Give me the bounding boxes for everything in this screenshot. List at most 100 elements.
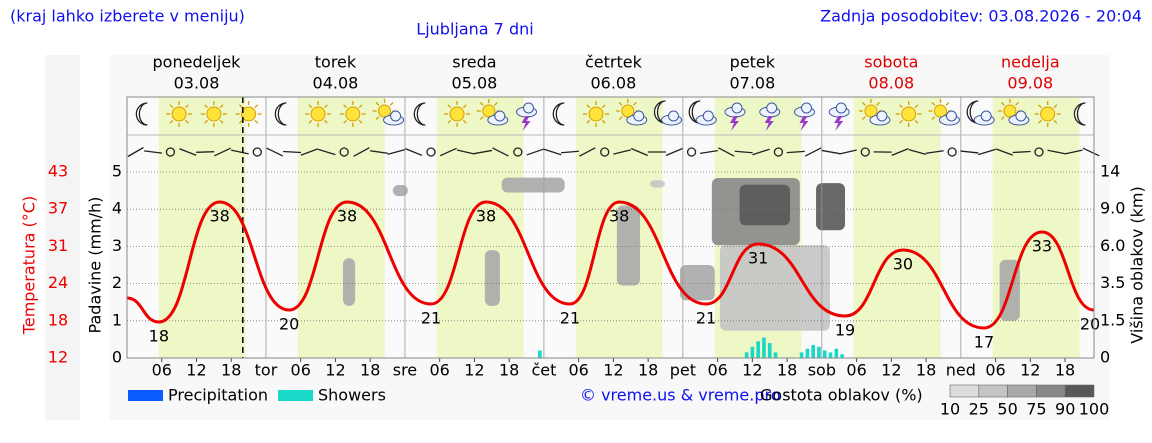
bar	[538, 350, 542, 358]
sun-ray	[1038, 119, 1042, 124]
y2-tick-label: 14	[1100, 162, 1120, 181]
moon	[274, 102, 287, 126]
sun-ray	[169, 119, 174, 124]
cloud	[392, 185, 408, 197]
x-tick-label: 12	[881, 361, 901, 380]
sun	[206, 106, 222, 122]
day-tick-label: ned	[946, 361, 976, 380]
cloud	[484, 250, 500, 306]
cloud	[501, 177, 565, 193]
day-date: 07.08	[729, 74, 775, 93]
daylight	[158, 97, 246, 358]
temp-axis-label: Temperatura (°C)	[20, 196, 39, 335]
cloud	[649, 180, 665, 188]
chart-title: Ljubljana 7 dni	[416, 20, 533, 39]
sun-ray	[343, 119, 347, 124]
wind-barb	[560, 150, 579, 154]
weather-icon	[305, 101, 332, 127]
wind-barb	[387, 149, 406, 155]
sun	[345, 106, 361, 122]
sun-ray	[462, 104, 467, 109]
cloud-icon	[390, 110, 402, 122]
cloud-legend-label: 50	[997, 400, 1017, 419]
wind-barb	[579, 147, 596, 157]
y-tick-label: 4	[112, 199, 122, 218]
cloud-legend-title: Gostota oblakov (%)	[760, 386, 923, 405]
y-tick-label: 1	[112, 310, 122, 329]
sun-ray	[219, 119, 224, 124]
y2-tick-label: 3.5	[1100, 273, 1125, 292]
day-name: petek	[730, 53, 776, 72]
sun-ray	[447, 104, 452, 109]
x-tick-label: 12	[325, 361, 345, 380]
legend-swatch	[278, 390, 313, 401]
sun-ray	[204, 104, 208, 109]
day-tick-label: pet	[670, 361, 696, 380]
wind-calm	[947, 147, 957, 157]
sun-ray	[204, 119, 208, 124]
y-tick-label: 3	[112, 236, 122, 255]
day-date: 09.08	[1007, 74, 1053, 93]
cloud	[342, 258, 356, 306]
cloud-legend-label: 10	[940, 400, 960, 419]
cloud	[719, 245, 830, 331]
weather-icon	[476, 99, 509, 126]
cloud-icon	[876, 110, 888, 122]
sun-ray	[1000, 102, 1005, 106]
temp-tick-label: 31	[48, 236, 68, 255]
temp-label: 38	[209, 207, 229, 226]
day-tick-label: čet	[531, 361, 556, 380]
sun-ray	[945, 102, 950, 106]
x-tick-label: 18	[638, 361, 658, 380]
cloud	[739, 184, 791, 226]
wind-barb	[127, 146, 144, 158]
sun-ray	[601, 119, 606, 124]
temp-label: 20	[1080, 315, 1100, 334]
wind-calm	[1034, 147, 1044, 157]
cloud-icon	[835, 102, 847, 114]
sun	[901, 106, 917, 122]
daylight	[853, 97, 941, 358]
wind-barb	[1064, 149, 1083, 155]
wind-barb	[804, 147, 822, 157]
cloud-legend-label: 25	[969, 400, 989, 419]
temp-tick-label: 24	[48, 273, 68, 292]
sun-ray	[169, 104, 174, 109]
sun-ray	[493, 102, 498, 106]
sun-ray	[931, 116, 936, 120]
wind-barb	[891, 148, 909, 156]
sun-ray	[618, 102, 623, 106]
weather-icon	[274, 102, 287, 126]
bar	[762, 337, 766, 358]
moon	[135, 102, 148, 126]
cloud-icon	[633, 110, 645, 122]
day-date: 08.08	[868, 74, 914, 93]
wind-barb	[456, 149, 475, 155]
weather-icon	[444, 101, 471, 127]
cloud	[816, 183, 846, 231]
cloud-legend-label: 75	[1026, 400, 1046, 419]
sun-ray	[254, 104, 259, 109]
credit: © vreme.us & vreme.pro	[580, 386, 781, 405]
cloud-icon	[494, 110, 506, 122]
x-tick-label: 12	[464, 361, 484, 380]
weather-icon	[1034, 101, 1061, 127]
sun-ray	[308, 119, 313, 124]
cloud-icon	[702, 110, 714, 122]
x-tick-label: 06	[152, 361, 172, 380]
x-tick-label: 18	[777, 361, 797, 380]
wind-barb	[786, 150, 805, 154]
sun-ray	[323, 119, 328, 124]
sun-ray	[914, 104, 919, 109]
day-name: četrtek	[585, 53, 643, 72]
moon	[552, 102, 565, 126]
weather-icon	[552, 102, 565, 126]
sun-ray	[1000, 116, 1005, 120]
plot-frame	[126, 96, 1095, 359]
wind-barb	[1082, 147, 1100, 157]
sun-ray	[1053, 104, 1058, 109]
sun-ray	[447, 119, 452, 124]
x-tick-label: 06	[707, 361, 727, 380]
sun-ray	[586, 119, 591, 124]
weather-icon	[583, 101, 610, 127]
